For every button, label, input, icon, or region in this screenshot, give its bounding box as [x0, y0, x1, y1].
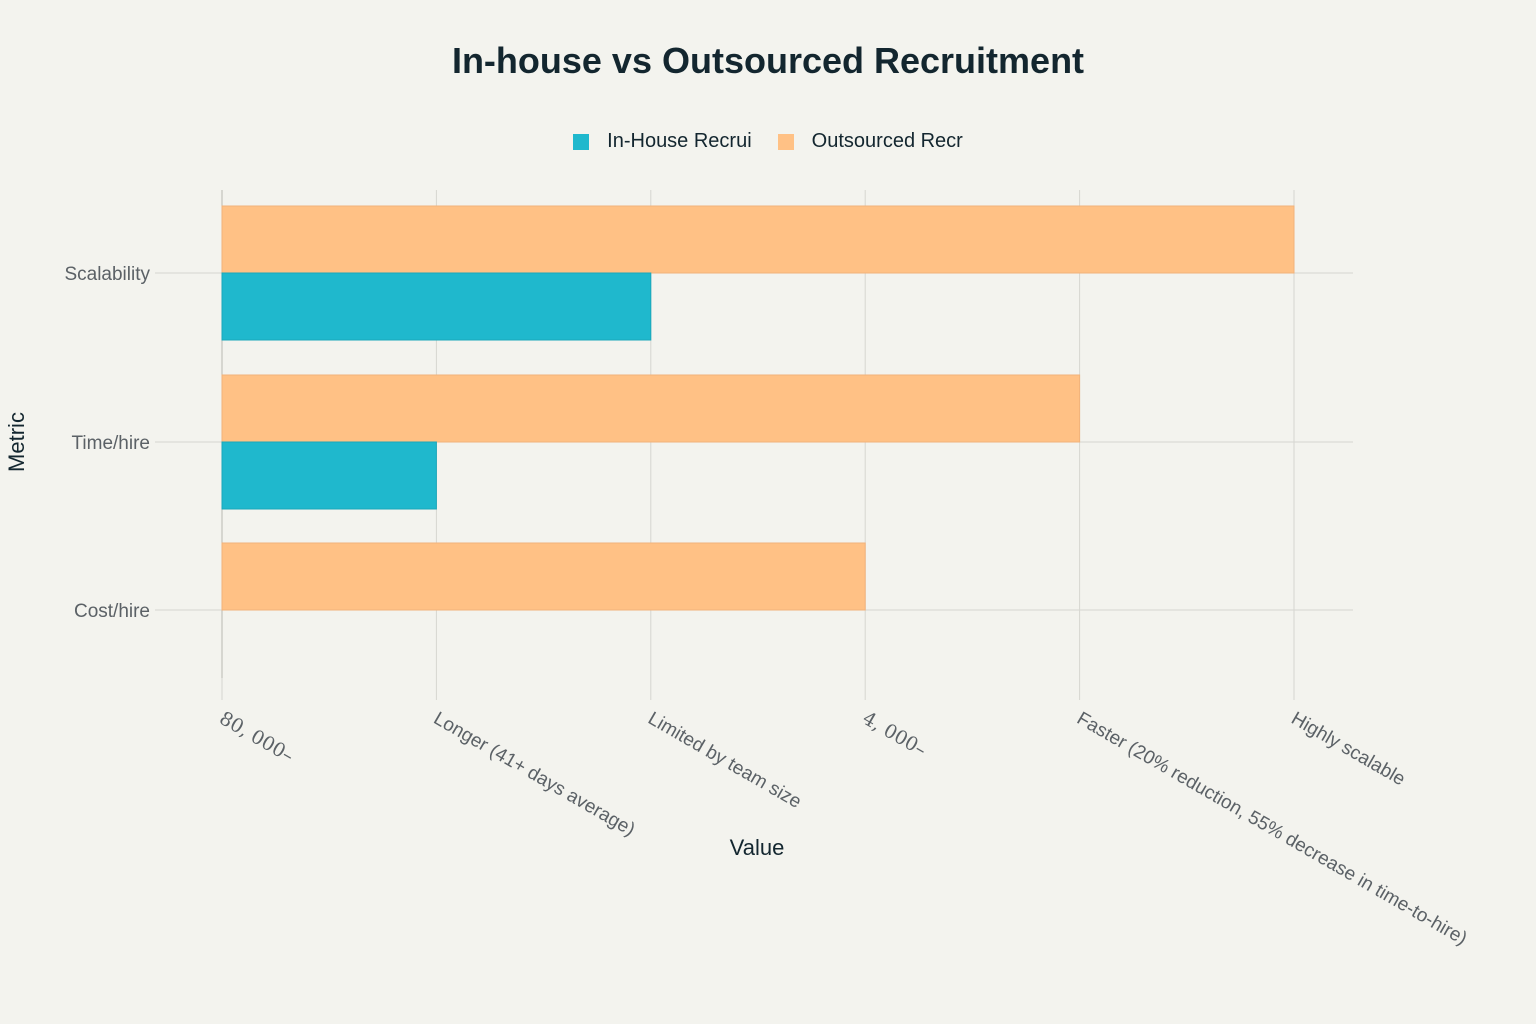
- legend-swatch-in-house: [573, 133, 590, 150]
- chart-title: In-house vs Outsourced Recruitment: [451, 40, 1085, 81]
- legend-label-in-house: In-House Recrui: [607, 130, 752, 152]
- y-axis-title: Metric: [4, 412, 29, 472]
- bar-outsourced: [221, 205, 1295, 274]
- x-tick-label: 80, 000–: [216, 707, 298, 767]
- x-tick-label: 4, 000–: [859, 707, 931, 761]
- legend-item-in-house[interactable]: In-House Recrui: [573, 130, 752, 153]
- x-tick-label: Highly scalable: [1288, 708, 1409, 790]
- y-tick-label: Scalability: [64, 264, 150, 285]
- bar-in-house: [221, 441, 437, 510]
- bar-outsourced: [221, 374, 1081, 443]
- x-axis-title: Value: [730, 835, 785, 860]
- x-tick-label: Longer (41+ days average): [430, 708, 639, 841]
- legend-swatch-outsourced: [777, 133, 794, 150]
- bar-outsourced: [221, 542, 866, 611]
- y-tick-label: Cost/hire: [74, 601, 150, 622]
- legend-item-outsourced[interactable]: Outsourced Recr: [777, 130, 963, 153]
- legend: In-House Recrui Outsourced Recr: [0, 130, 1536, 153]
- x-tick-label: Limited by team size: [644, 708, 804, 813]
- bar-in-house: [221, 272, 652, 341]
- x-tick-label: Faster (20% reduction, 55% decrease in t…: [1073, 708, 1470, 950]
- y-tick-label: Time/hire: [72, 433, 150, 454]
- legend-label-outsourced: Outsourced Recr: [811, 130, 963, 152]
